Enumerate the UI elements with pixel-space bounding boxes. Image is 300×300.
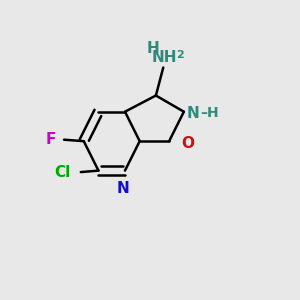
Text: F: F xyxy=(45,132,56,147)
Text: N: N xyxy=(117,181,130,196)
Text: N: N xyxy=(187,106,200,121)
Text: 2: 2 xyxy=(176,50,184,60)
Text: Cl: Cl xyxy=(54,165,70,180)
Text: O: O xyxy=(181,136,194,151)
Text: NH: NH xyxy=(152,50,178,65)
Text: –H: –H xyxy=(200,106,219,120)
Text: H: H xyxy=(147,41,159,56)
